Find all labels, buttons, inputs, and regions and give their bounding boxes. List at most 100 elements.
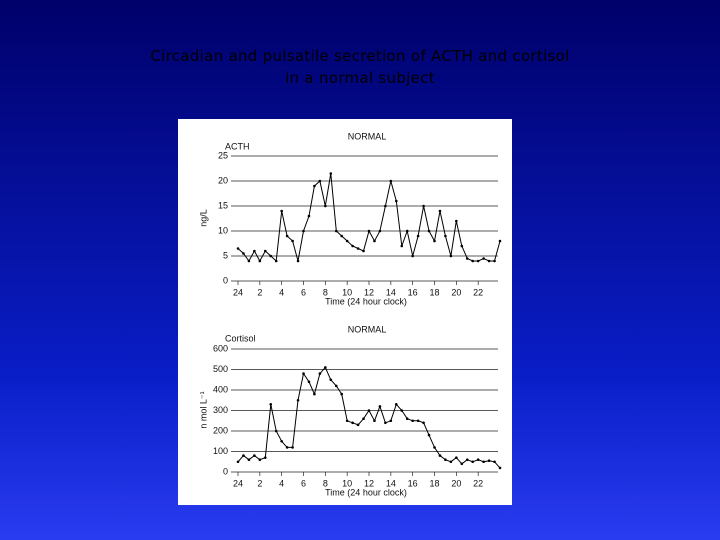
data-point [242, 252, 245, 255]
data-point [263, 249, 267, 253]
data-point [329, 172, 333, 175]
data-point [291, 239, 294, 243]
chart-title: NORMAL [348, 131, 387, 141]
y-tick-label: 20 [218, 175, 228, 185]
x-tick-label: 4 [279, 287, 284, 297]
figure-panel [178, 119, 512, 505]
x-tick-label: 6 [301, 478, 306, 488]
data-point [258, 458, 262, 462]
data-point [367, 409, 371, 412]
data-point [476, 458, 480, 462]
data-point [384, 204, 387, 208]
data-point [324, 204, 327, 208]
panel-label: Cortisol [225, 333, 256, 343]
data-point [334, 384, 338, 388]
data-point [449, 254, 453, 258]
data-point [334, 229, 338, 233]
data-point [487, 459, 491, 463]
x-axis-label: Time (24 hour clock) [325, 487, 407, 497]
data-point [318, 179, 322, 183]
data-point [274, 429, 278, 433]
data-point [356, 247, 360, 250]
chart-title: NORMAL [348, 324, 387, 334]
data-point [427, 433, 431, 437]
data-point [274, 259, 278, 263]
data-point [493, 460, 496, 464]
data-point [285, 234, 289, 238]
data-point [416, 234, 420, 238]
x-tick-label: 18 [429, 287, 439, 297]
data-point [444, 458, 447, 462]
x-tick-label: 6 [301, 287, 306, 297]
x-axis-label: Time (24 hour clock) [325, 296, 407, 306]
y-tick-label: 600 [213, 343, 228, 353]
x-tick-label: 20 [451, 287, 461, 297]
data-point [313, 184, 316, 188]
data-point [280, 209, 283, 213]
data-point [482, 460, 485, 464]
data-point [416, 419, 420, 423]
data-point [236, 460, 240, 464]
slide-title: in a normal subject [285, 69, 435, 87]
data-point [405, 417, 409, 421]
data-point [373, 239, 376, 243]
data-point [476, 259, 480, 263]
data-point [302, 229, 305, 233]
y-tick-label: 5 [223, 250, 228, 260]
x-tick-label: 14 [386, 287, 396, 297]
data-point [351, 421, 354, 425]
panel-label: ACTH [225, 141, 250, 151]
data-point [345, 239, 349, 243]
y-tick-label: 300 [213, 405, 228, 415]
data-point [269, 254, 273, 258]
data-point [460, 244, 464, 248]
x-tick-label: 12 [364, 287, 374, 297]
data-point [422, 204, 425, 208]
data-point [438, 209, 442, 213]
data-point [318, 372, 322, 375]
data-point [307, 214, 311, 218]
data-point [427, 229, 431, 233]
data-point [389, 179, 393, 183]
x-tick-label: 22 [473, 478, 483, 488]
y-tick-label: 15 [218, 200, 228, 210]
y-tick-label: 400 [213, 384, 228, 394]
x-tick-label: 18 [429, 478, 439, 488]
x-tick-label: 4 [279, 478, 284, 488]
data-point [242, 454, 245, 457]
data-point [351, 244, 354, 248]
data-point [296, 398, 300, 402]
data-point [269, 403, 273, 406]
data-point [362, 417, 365, 421]
x-tick-label: 10 [342, 287, 352, 297]
y-tick-label: 25 [218, 150, 228, 160]
data-point [394, 199, 398, 203]
x-tick-label: 8 [323, 478, 328, 488]
x-tick-label: 22 [473, 287, 483, 297]
data-point [384, 421, 387, 425]
data-point [367, 229, 371, 233]
data-point [247, 458, 251, 462]
data-point [285, 446, 289, 449]
data-point [438, 454, 442, 457]
x-tick-label: 12 [364, 478, 374, 488]
data-point [258, 259, 262, 263]
x-tick-label: 20 [451, 478, 461, 488]
x-tick-label: 14 [386, 478, 396, 488]
data-point [253, 454, 256, 457]
y-tick-label: 100 [213, 446, 228, 456]
data-point [394, 403, 398, 406]
data-point [498, 239, 502, 243]
data-point [247, 259, 251, 263]
data-point [296, 259, 300, 263]
x-tick-label: 16 [408, 287, 418, 297]
data-point [302, 372, 305, 375]
data-point [313, 392, 316, 396]
data-point [340, 392, 344, 396]
data-point [444, 234, 447, 238]
data-point [433, 446, 436, 449]
data-point [400, 244, 404, 248]
data-point [324, 366, 327, 369]
